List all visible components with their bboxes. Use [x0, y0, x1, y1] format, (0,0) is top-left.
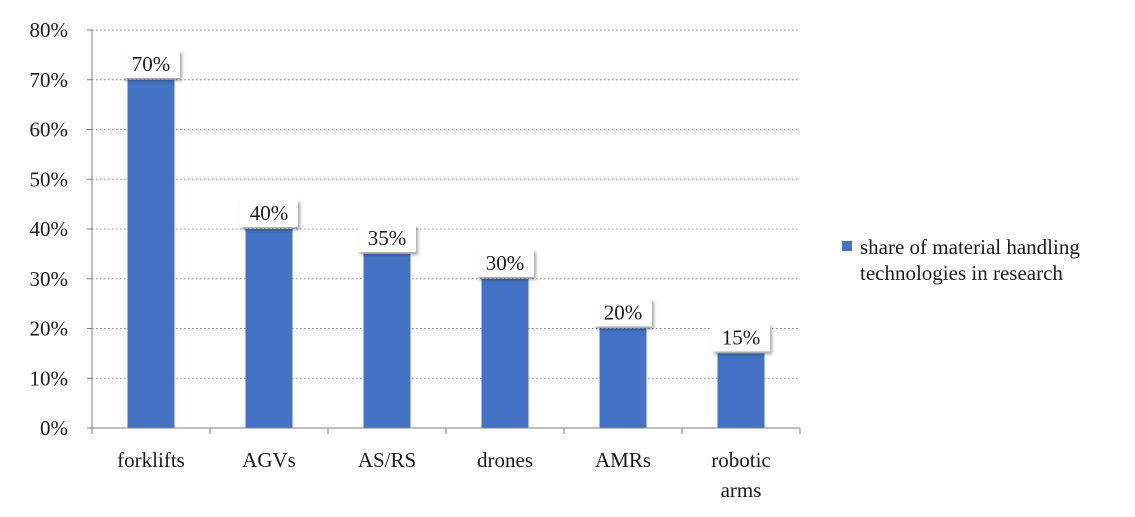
- bar-drones: [481, 278, 529, 428]
- data-label-text: 35%: [368, 226, 407, 250]
- x-tick-label: robotic arms: [711, 448, 770, 502]
- bars: [127, 79, 765, 428]
- y-tick-label: 10%: [30, 366, 69, 390]
- y-tick-label: 0%: [40, 416, 68, 440]
- data-label: 40%: [240, 199, 298, 227]
- legend-label: share of material handling technologies …: [860, 235, 1080, 285]
- bar-amrs: [599, 328, 647, 428]
- data-label: 30%: [476, 248, 534, 277]
- y-tick-label: 50%: [30, 167, 69, 191]
- x-tick-label: forklifts: [117, 448, 185, 472]
- data-labels: 70% 40% 35% 30% 20% 15%: [122, 49, 770, 352]
- data-label-text: 70%: [132, 52, 171, 76]
- axes: 0% 10% 20% 30% 40% 50% 60% 70% 80% forklifts AGVs A…: [30, 18, 801, 502]
- legend-swatch: [842, 241, 852, 251]
- data-label-box: [476, 248, 534, 277]
- data-label: 15%: [712, 323, 770, 352]
- data-label: 20%: [594, 298, 652, 327]
- y-tick-label: 30%: [30, 267, 69, 291]
- x-tick-label: AGVs: [242, 448, 296, 472]
- y-tick-label: 80%: [30, 18, 69, 42]
- bar-agvs: [245, 229, 293, 428]
- bar-as-rs: [363, 253, 411, 428]
- data-label-box: [594, 298, 652, 327]
- x-tick-label: drones: [477, 448, 533, 472]
- data-label-box: [712, 323, 770, 352]
- data-label-box: [358, 223, 416, 252]
- bar-forklifts: [127, 79, 175, 428]
- x-tick-label: AMRs: [595, 448, 651, 472]
- data-label-text: 40%: [250, 201, 289, 225]
- data-label: 35%: [358, 223, 416, 252]
- y-tick-label: 60%: [30, 118, 69, 142]
- legend: share of material handling technologies …: [842, 234, 1132, 286]
- x-tick-label: AS/RS: [358, 448, 416, 472]
- y-tick-label: 70%: [30, 68, 69, 92]
- data-label-box: [122, 49, 180, 78]
- gridlines: [92, 29, 800, 379]
- data-label: 70%: [122, 49, 180, 78]
- bar-robotic-arms: [717, 353, 765, 428]
- data-label-text: 30%: [486, 251, 525, 275]
- data-label-box: [240, 199, 298, 227]
- y-tick-label: 40%: [30, 217, 69, 241]
- data-label-text: 15%: [722, 325, 761, 349]
- data-label-text: 20%: [604, 301, 643, 325]
- y-tick-label: 20%: [30, 317, 69, 341]
